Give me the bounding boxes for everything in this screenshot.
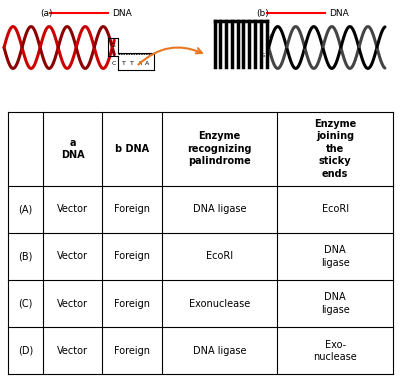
Text: DNA ligase: DNA ligase <box>193 346 247 356</box>
Text: EcoRI: EcoRI <box>206 251 233 261</box>
Text: DNA
ligase: DNA ligase <box>321 292 350 315</box>
Text: Exonuclease: Exonuclease <box>189 299 250 309</box>
Text: C: C <box>111 61 115 66</box>
Text: (B): (B) <box>18 251 32 261</box>
Text: Exo-
nuclease: Exo- nuclease <box>313 339 357 362</box>
Text: b DNA: b DNA <box>115 144 149 154</box>
Text: Foreign: Foreign <box>114 346 150 356</box>
Text: a
DNA: a DNA <box>61 138 84 160</box>
Text: (a): (a) <box>40 9 53 18</box>
FancyArrowPatch shape <box>138 48 202 65</box>
Text: Enzyme
recognizing
palindrome: Enzyme recognizing palindrome <box>188 131 252 166</box>
Text: (b): (b) <box>256 9 269 18</box>
Text: Foreign: Foreign <box>114 299 150 309</box>
Text: Vector: Vector <box>57 346 88 356</box>
Text: EcoRI: EcoRI <box>322 204 349 214</box>
Text: Enzyme
joining
the
sticky
ends: Enzyme joining the sticky ends <box>314 119 356 179</box>
Text: Foreign: Foreign <box>114 204 150 214</box>
Text: (C): (C) <box>18 299 32 309</box>
Text: A: A <box>138 61 142 66</box>
Text: Vector: Vector <box>57 299 88 309</box>
Text: DNA
ligase: DNA ligase <box>321 245 350 268</box>
Text: Vector: Vector <box>57 251 88 261</box>
Text: A: A <box>269 34 272 40</box>
Text: G: G <box>111 43 116 48</box>
Text: A: A <box>145 61 150 66</box>
Text: Foreign: Foreign <box>114 251 150 261</box>
Text: T: T <box>130 61 134 66</box>
Text: DNA: DNA <box>112 9 132 18</box>
Text: (D): (D) <box>18 346 33 356</box>
Text: DNA ligase: DNA ligase <box>193 204 247 214</box>
Text: DNA: DNA <box>329 9 348 18</box>
Text: G: G <box>261 52 265 58</box>
Text: T: T <box>122 61 126 66</box>
Text: (A): (A) <box>18 204 32 214</box>
Text: Vector: Vector <box>57 204 88 214</box>
